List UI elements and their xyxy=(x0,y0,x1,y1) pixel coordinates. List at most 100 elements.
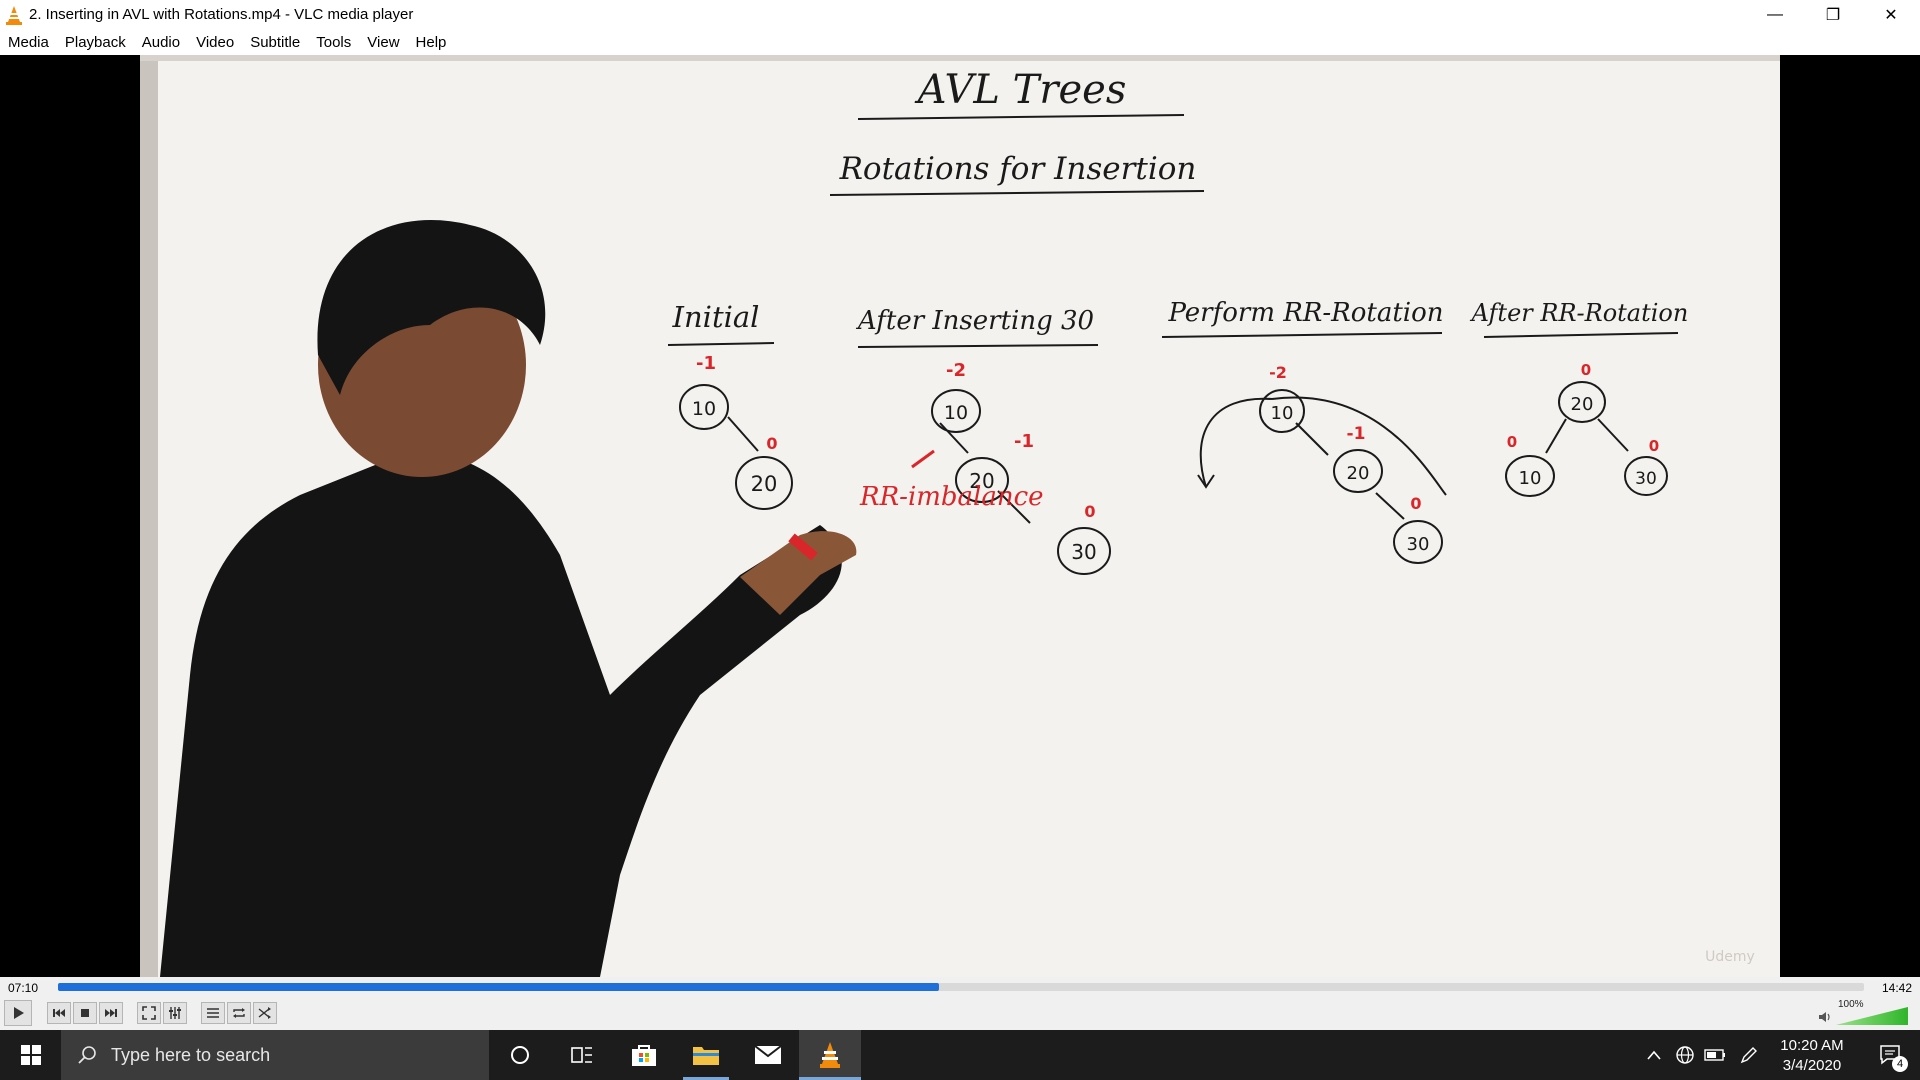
mail-button[interactable] xyxy=(737,1030,799,1080)
ins-node-10-label: 10 xyxy=(944,402,968,424)
menu-video[interactable]: Video xyxy=(196,33,235,51)
rr-node-20-label: 20 xyxy=(1347,463,1370,484)
red-marker xyxy=(788,533,818,561)
search-icon xyxy=(78,1046,96,1064)
close-button[interactable]: ✕ xyxy=(1884,6,1898,24)
pen-workspace-button[interactable] xyxy=(1734,1030,1764,1080)
heading-after-rr: After RR-Rotation xyxy=(1470,299,1689,327)
playlist-button[interactable] xyxy=(201,1002,225,1024)
network-button[interactable] xyxy=(1670,1030,1700,1080)
initial-node-10-label: 10 xyxy=(692,398,716,420)
vlc-cone-icon xyxy=(6,5,22,25)
menu-playback[interactable]: Playback xyxy=(64,33,126,51)
battery-button[interactable] xyxy=(1700,1030,1730,1080)
rotation-arrow-head xyxy=(1197,474,1215,489)
taskbar-clock[interactable]: 10:20 AM 3/4/2020 xyxy=(1770,1036,1854,1076)
board-subtitle-underline xyxy=(829,190,1205,196)
rr-node-10 xyxy=(1259,389,1305,433)
menu-media[interactable]: Media xyxy=(8,33,49,51)
active-app-indicator xyxy=(799,1077,861,1080)
previous-icon xyxy=(53,1009,65,1017)
speaker-icon xyxy=(1819,1012,1830,1022)
ins-node-30-label: 30 xyxy=(1071,540,1096,564)
presenter-figure xyxy=(160,220,857,977)
menu-audio[interactable]: Audio xyxy=(141,33,181,51)
ins-bf-20: -1 xyxy=(1014,431,1034,452)
stop-button[interactable] xyxy=(73,1002,97,1024)
ins-node-20-label: 20 xyxy=(969,469,994,493)
store-button[interactable] xyxy=(613,1030,675,1080)
heading-initial: Initial xyxy=(672,300,760,334)
menu-bar: Media Playback Audio Video Subtitle Tool… xyxy=(0,29,1920,55)
after-edge-left xyxy=(1545,418,1567,454)
stop-icon xyxy=(81,1009,89,1017)
start-button[interactable] xyxy=(0,1030,62,1080)
notification-icon xyxy=(1880,1045,1900,1065)
ins-node-20 xyxy=(955,457,1009,503)
search-placeholder: Type here to search xyxy=(111,1044,271,1065)
heading-initial-underline xyxy=(667,342,775,346)
menu-help[interactable]: Help xyxy=(415,33,447,51)
seek-bar[interactable] xyxy=(58,983,1864,991)
show-hidden-icons-button[interactable] xyxy=(1640,1030,1668,1080)
heading-after-inserting-underline xyxy=(857,344,1099,348)
initial-bf-20: 0 xyxy=(766,434,777,453)
volume-fill xyxy=(1836,1007,1908,1025)
play-icon xyxy=(14,1007,24,1019)
folder-icon xyxy=(693,1047,719,1065)
menu-subtitle[interactable]: Subtitle xyxy=(250,33,301,51)
video-frame: AVL Trees Rotations for Insertion Initia… xyxy=(140,55,1780,977)
play-button[interactable] xyxy=(4,1000,32,1026)
equalizer-icon xyxy=(169,1007,181,1019)
file-explorer-button[interactable] xyxy=(675,1030,737,1080)
fullscreen-button[interactable] xyxy=(137,1002,161,1024)
chevron-up-icon xyxy=(1647,1050,1661,1060)
next-icon xyxy=(105,1009,117,1017)
loop-button[interactable] xyxy=(227,1002,251,1024)
menu-view[interactable]: View xyxy=(367,33,400,51)
rr-node-30 xyxy=(1393,520,1443,564)
rr-bf-30: 0 xyxy=(1410,494,1421,513)
rr-node-30-label: 30 xyxy=(1407,534,1430,555)
initial-node-20 xyxy=(735,456,793,510)
udemy-watermark: Udemy xyxy=(1705,949,1755,965)
board-title: AVL Trees xyxy=(914,67,1127,113)
volume-slider[interactable] xyxy=(1836,1007,1908,1025)
rr-bf-20: -1 xyxy=(1347,424,1366,444)
playlist-icon xyxy=(207,1008,219,1018)
rr-node-20 xyxy=(1333,449,1383,493)
video-area[interactable]: AVL Trees Rotations for Insertion Initia… xyxy=(0,55,1920,977)
after-edge-right xyxy=(1597,418,1629,452)
rotation-arc xyxy=(1199,396,1447,496)
extended-settings-button[interactable] xyxy=(163,1002,187,1024)
rr-bf-10: -2 xyxy=(1269,363,1287,382)
volume-control[interactable]: 100% xyxy=(1818,999,1918,1025)
cortana-button[interactable] xyxy=(489,1030,551,1080)
taskbar-search-box[interactable]: Type here to search xyxy=(61,1030,489,1080)
rr-edge-1 xyxy=(1295,422,1329,456)
rr-node-10-label: 10 xyxy=(1271,403,1294,424)
after-bf-20: 0 xyxy=(1581,361,1591,379)
task-view-button[interactable] xyxy=(551,1030,613,1080)
active-app-indicator xyxy=(683,1077,729,1080)
ins-edge-2 xyxy=(997,490,1031,524)
clock-time: 10:20 AM xyxy=(1780,1037,1844,1054)
after-node-10-label: 10 xyxy=(1519,468,1542,489)
action-center-button[interactable]: 4 xyxy=(1864,1030,1916,1080)
notification-badge: 4 xyxy=(1892,1056,1908,1072)
globe-icon xyxy=(1676,1046,1694,1064)
after-bf-10: 0 xyxy=(1507,433,1517,451)
cortana-icon xyxy=(511,1046,529,1064)
next-button[interactable] xyxy=(99,1002,123,1024)
ins-bf-30: 0 xyxy=(1084,502,1095,521)
current-time: 07:10 xyxy=(8,981,39,995)
board-title-underline xyxy=(857,114,1185,120)
menu-tools[interactable]: Tools xyxy=(316,33,352,51)
shuffle-button[interactable] xyxy=(253,1002,277,1024)
minimize-button[interactable]: — xyxy=(1767,5,1783,23)
ins-edge-1 xyxy=(939,422,969,454)
maximize-button[interactable]: ❐ xyxy=(1825,6,1841,24)
vlc-taskbar-button[interactable] xyxy=(799,1030,861,1080)
battery-icon xyxy=(1704,1049,1725,1061)
previous-button[interactable] xyxy=(47,1002,71,1024)
